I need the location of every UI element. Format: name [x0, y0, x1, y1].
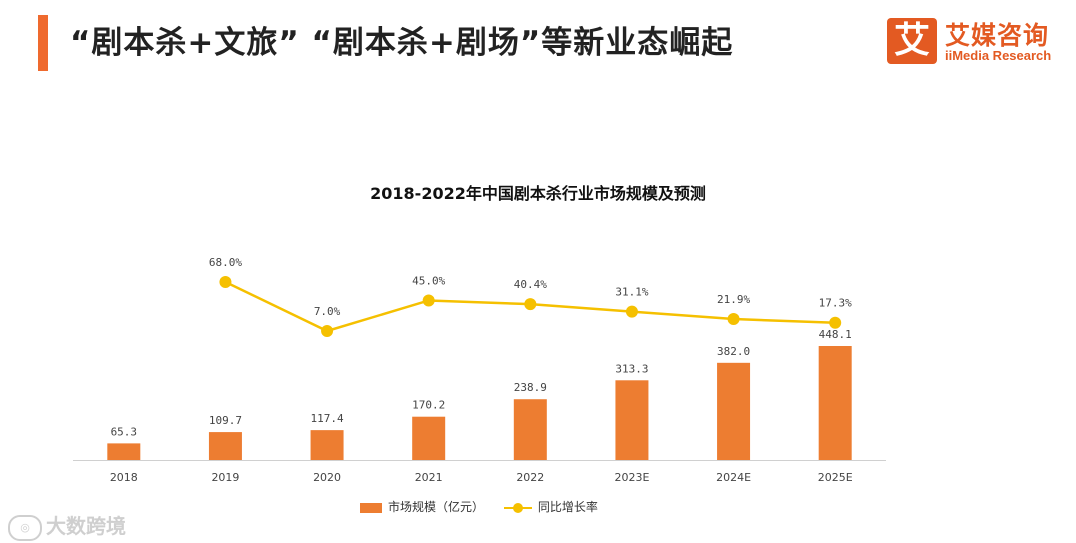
bar-label-2020: 117.4 — [311, 412, 344, 425]
line-point-2019 — [219, 276, 232, 288]
title-accent-bar — [38, 15, 48, 71]
legend-line-swatch — [503, 502, 532, 513]
line-point-2021 — [422, 294, 435, 307]
x-tick-2023E: 2023E — [614, 471, 649, 484]
line-label-2021: 45.0% — [412, 274, 445, 287]
x-tick-2018: 2018 — [110, 471, 138, 484]
bar-label-2022: 238.9 — [514, 381, 547, 394]
legend-label-growth-rate: 同比增长率 — [537, 500, 598, 514]
logo-chinese-name: 艾媒咨询 — [945, 21, 1050, 50]
x-tick-2025E: 2025E — [818, 471, 853, 484]
watermark-text: 大数跨境 — [46, 514, 126, 538]
eye-icon: ◎ — [8, 514, 42, 541]
line-label-2025E: 17.3% — [819, 297, 852, 310]
x-tick-2019: 2019 — [211, 471, 239, 484]
line-label-2023E: 31.1% — [615, 286, 648, 299]
bar-label-2019: 109.7 — [209, 414, 242, 427]
line-label-2020: 7.0% — [314, 305, 341, 318]
page-title: “剧本杀+文旅” “剧本杀+剧场”等新业态崛起 — [70, 25, 734, 61]
bar-2019 — [208, 432, 242, 460]
x-tick-2020: 2020 — [313, 471, 341, 484]
line-point-2020 — [321, 325, 334, 337]
bar-2022 — [513, 399, 547, 460]
bar-2024E — [717, 362, 751, 460]
watermark: ◎ 大数跨境 — [8, 510, 126, 541]
chart-title: 2018-2022年中国剧本杀行业市场规模及预测 — [370, 184, 706, 203]
bar-label-2018: 65.3 — [111, 425, 138, 438]
line-label-2022: 40.4% — [514, 278, 547, 291]
legend-item-growth-rate: 同比增长率 — [503, 498, 598, 515]
line-point-2025E — [829, 316, 842, 329]
logo-mark: 艾 — [887, 18, 937, 64]
bar-2025E — [818, 346, 852, 460]
bar-2018 — [107, 443, 141, 460]
bar-label-2021: 170.2 — [412, 399, 445, 412]
legend-label-market-size: 市场规模（亿元） — [388, 500, 485, 514]
line-point-2024E — [727, 313, 740, 326]
bar-label-2023E: 313.3 — [615, 362, 648, 375]
line-point-2022 — [524, 298, 537, 311]
bar-label-2025E: 448.1 — [819, 328, 852, 341]
legend-bar-swatch — [360, 502, 382, 513]
bar-label-2024E: 382.0 — [717, 345, 750, 358]
line-label-2019: 68.0% — [209, 256, 242, 269]
legend-item-market-size: 市场规模（亿元） — [360, 498, 484, 515]
chart-legend: 市场规模（亿元） 同比增长率 — [360, 498, 614, 515]
x-tick-2022: 2022 — [516, 471, 544, 484]
iimedia-logo: 艾 艾媒咨询 iiMedia Research — [887, 18, 1067, 68]
x-tick-2024E: 2024E — [716, 471, 751, 484]
bar-2023E — [615, 380, 649, 460]
bar-2021 — [412, 416, 446, 460]
x-tick-2021: 2021 — [415, 471, 443, 484]
logo-english-name: iiMedia Research — [945, 48, 1052, 63]
line-point-2023E — [625, 305, 638, 318]
line-label-2024E: 21.9% — [717, 293, 750, 306]
bar-2020 — [310, 430, 344, 460]
